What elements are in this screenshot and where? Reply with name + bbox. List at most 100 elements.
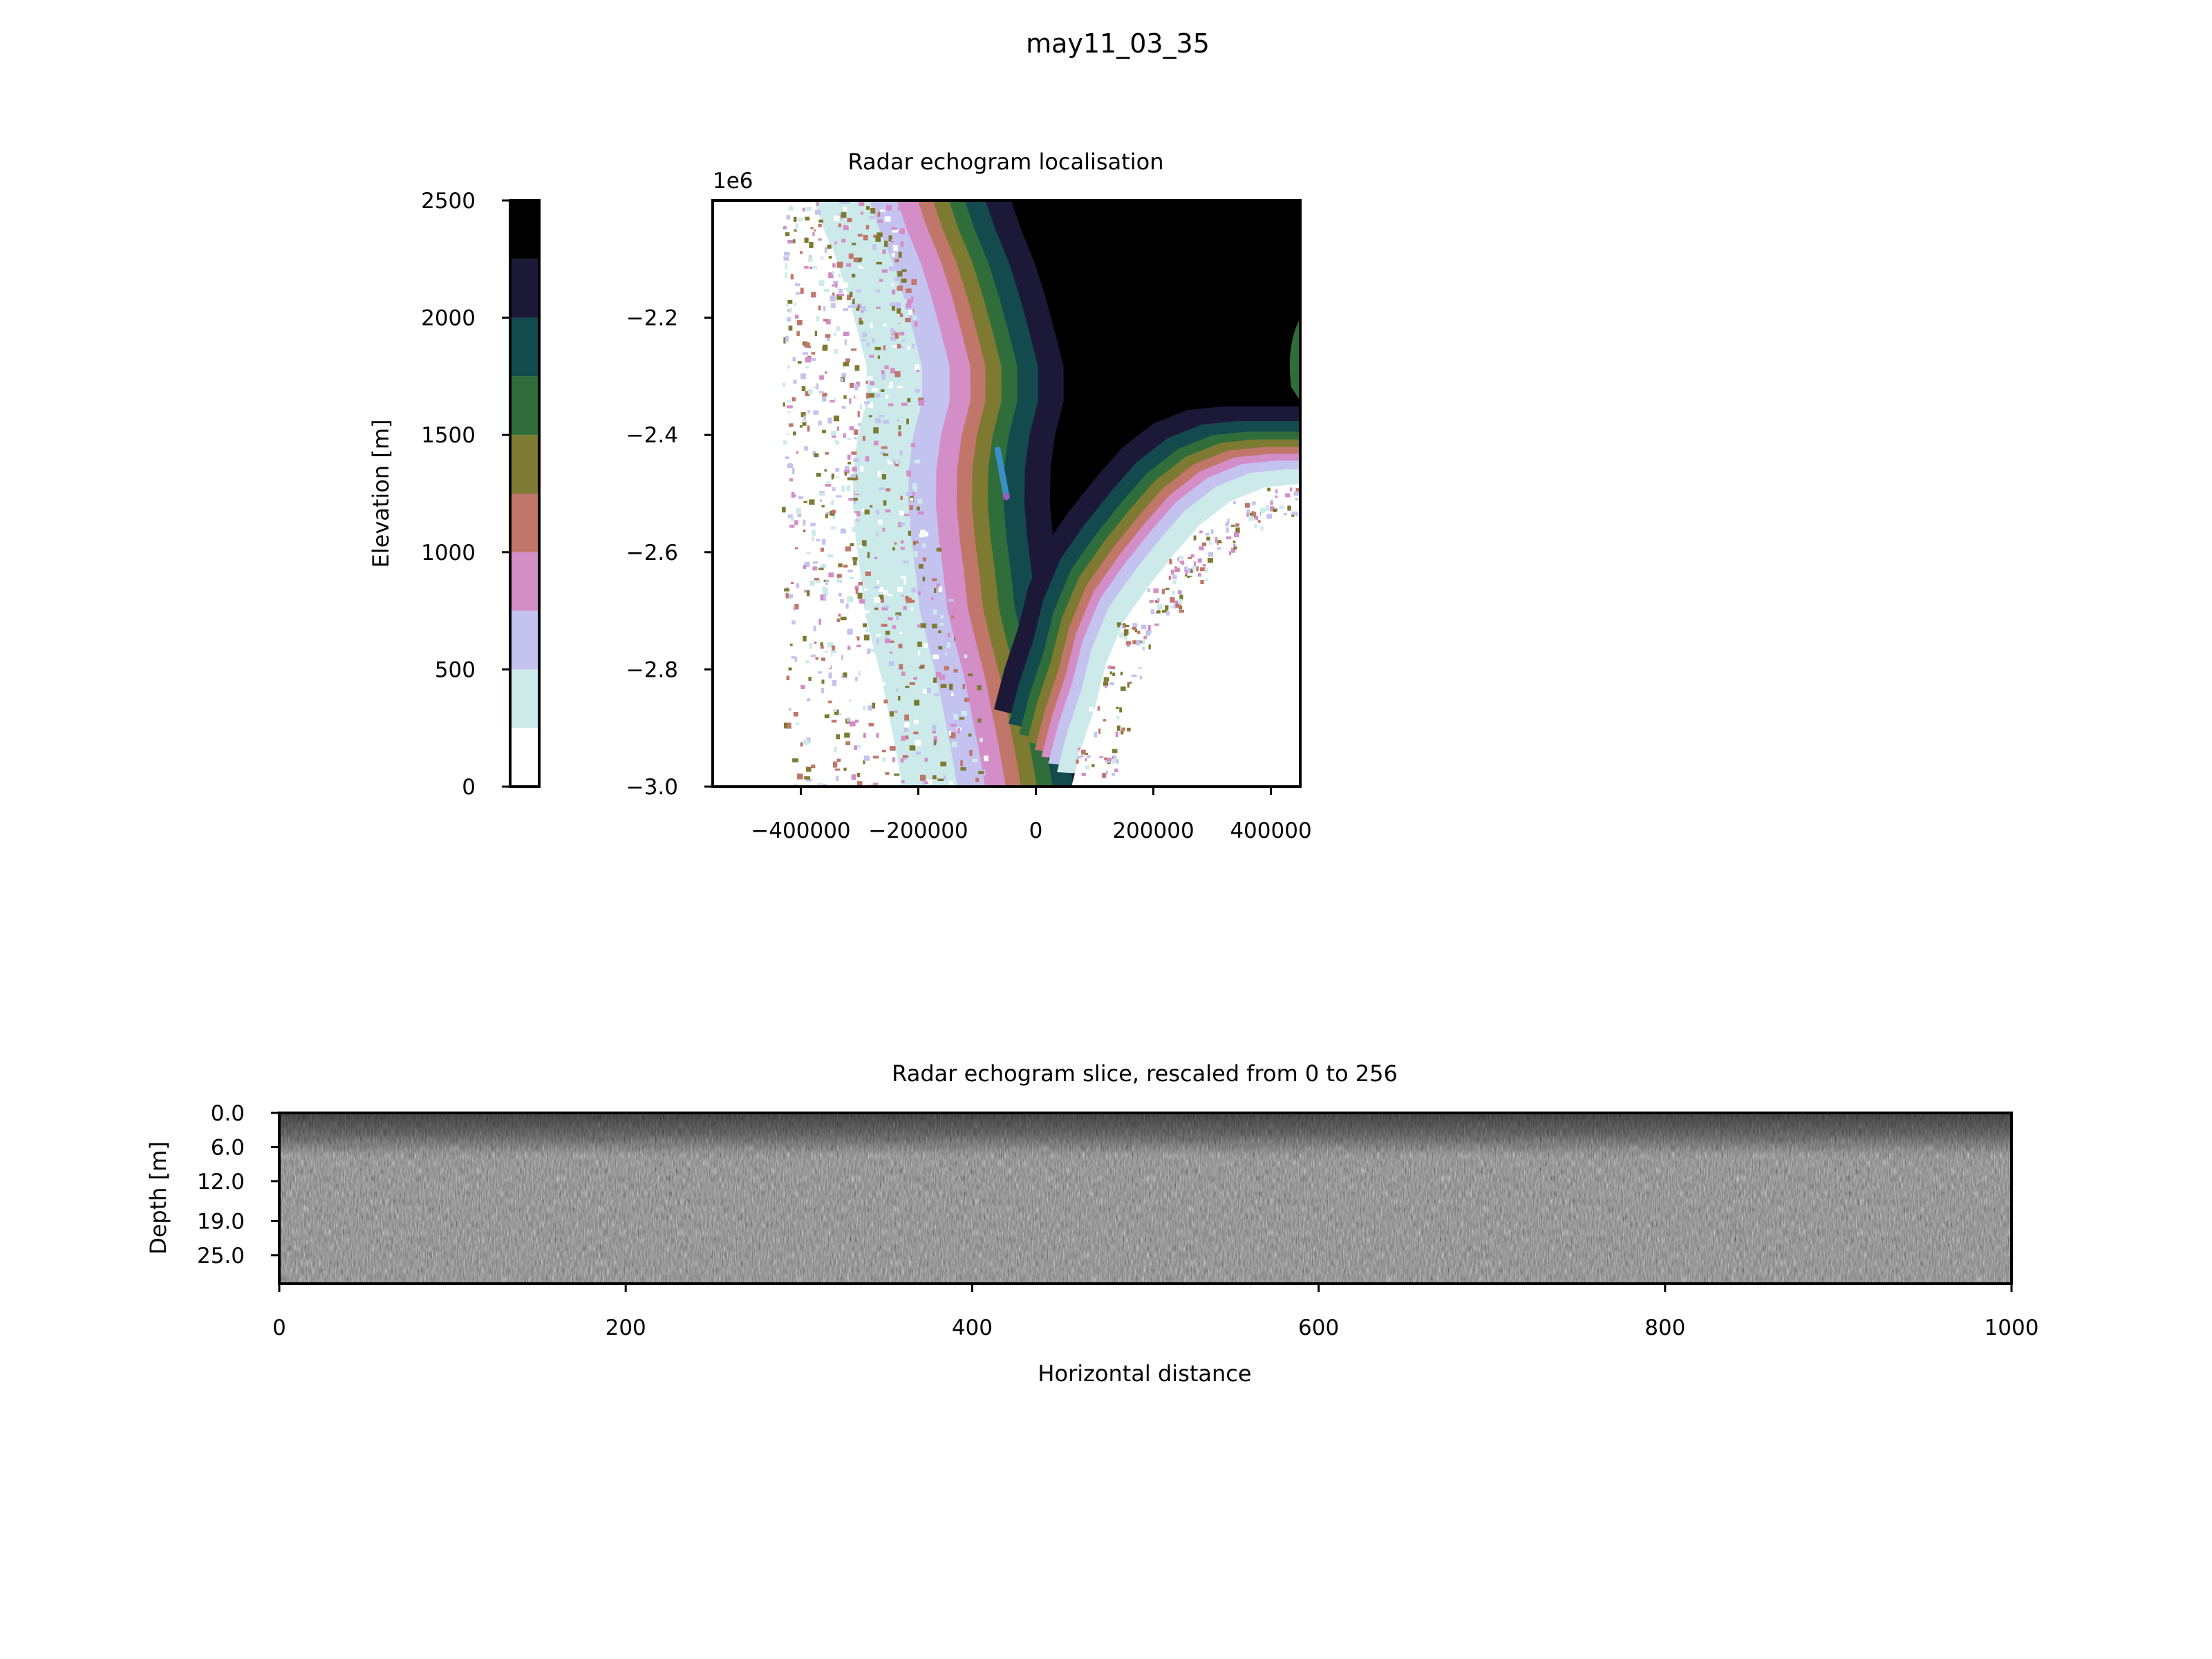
map-terrain-speckle [832, 284, 837, 287]
colorbar-bin-2 [510, 610, 539, 670]
map-terrain-speckle [877, 219, 883, 223]
map-terrain-speckle [859, 225, 865, 230]
map-terrain-speckle [786, 405, 793, 409]
map-terrain-speckle [795, 722, 800, 725]
map-terrain-speckle [847, 717, 850, 722]
map-terrain-speckle [875, 526, 881, 532]
map-terrain-speckle [842, 282, 849, 288]
map-terrain-speckle [787, 514, 793, 518]
map-terrain-speckle [789, 462, 792, 466]
map-terrain-speckle [1248, 515, 1254, 521]
figure-title: may11_03_35 [1026, 28, 1210, 59]
map-terrain-speckle [1091, 797, 1094, 802]
map-terrain-speckle [901, 576, 906, 579]
map-terrain-speckle [905, 735, 909, 740]
map-terrain-speckle [883, 323, 887, 327]
map-terrain-speckle [1127, 682, 1130, 688]
map-terrain-speckle [828, 232, 832, 236]
map-terrain-speckle [793, 494, 796, 497]
map-terrain-speckle [843, 493, 847, 498]
map-terrain-speckle [787, 594, 794, 599]
echogram-frame [278, 1112, 2013, 1285]
map-terrain-speckle [916, 751, 921, 755]
map-terrain-speckle [825, 514, 828, 518]
map-terrain-speckle [789, 525, 795, 528]
map-terrain-speckle [828, 700, 832, 704]
map-terrain-speckle [960, 767, 966, 771]
map-terrain-speckle [1116, 706, 1119, 709]
map-terrain-speckle [854, 365, 860, 371]
map-terrain-speckle [1116, 622, 1121, 626]
map-terrain-speckle [787, 400, 791, 403]
map-terrain-speckle [1173, 603, 1177, 609]
map-terrain-speckle [847, 645, 851, 650]
map-terrain-speckle [890, 336, 897, 341]
map-terrain-speckle [795, 547, 798, 550]
map-terrain-speckle [852, 304, 858, 308]
map-terrain-speckle [1249, 511, 1253, 515]
map-terrain-speckle [867, 552, 870, 559]
map-terrain-speckle [823, 306, 826, 312]
map-terrain-speckle [788, 308, 792, 313]
map-terrain-speckle [879, 594, 884, 600]
map-terrain-speckle [1103, 722, 1107, 725]
map-terrain-speckle [791, 516, 794, 521]
map-terrain-speckle [803, 739, 809, 745]
map-terrain-speckle [804, 342, 810, 348]
map-terrain-speckle [1235, 523, 1239, 527]
map-terrain-speckle [827, 418, 832, 424]
map-terrain-speckle [786, 675, 790, 681]
map-terrain-speckle [846, 485, 851, 491]
map-terrain-speckle [914, 321, 918, 327]
map-terrain-speckle [863, 733, 866, 738]
map-terrain-speckle [821, 679, 825, 684]
map-terrain-speckle [1084, 752, 1088, 756]
map-terrain-speckle [885, 488, 891, 491]
map-terrain-speckle [949, 781, 953, 785]
map-terrain-speckle [874, 440, 879, 446]
map-terrain-speckle [836, 734, 841, 740]
map-terrain-speckle [794, 583, 800, 588]
map-terrain-speckle [845, 741, 851, 745]
map-terrain-speckle [901, 269, 907, 272]
map-terrain-speckle [868, 376, 873, 380]
map-terrain-speckle [906, 299, 912, 304]
map-terrain-speckle [791, 491, 795, 498]
map-terrain-speckle [917, 624, 921, 628]
map-terrain-speckle [805, 706, 809, 713]
map-terrain-speckle [1115, 731, 1118, 738]
map-terrain-speckle [880, 451, 885, 455]
map-terrain-speckle [787, 411, 790, 413]
map-terrain-speckle [832, 487, 836, 491]
map-terrain-speckle [803, 500, 807, 503]
map-terrain-speckle [832, 292, 835, 296]
map-terrain-speckle [1260, 507, 1264, 511]
map-terrain-speckle [892, 460, 896, 465]
map-terrain-speckle [810, 654, 816, 657]
map-terrain-speckle [787, 317, 791, 322]
map-terrain-speckle [885, 772, 890, 775]
map-terrain-speckle [908, 309, 913, 315]
map-terrain-speckle [1105, 760, 1110, 763]
map-terrain-speckle [1078, 795, 1082, 798]
map-terrain-speckle [834, 621, 837, 625]
map-terrain-speckle [960, 760, 963, 767]
map-terrain-speckle [836, 758, 841, 762]
map-terrain-speckle [824, 247, 828, 254]
map-terrain-speckle [932, 740, 935, 747]
map-terrain-speckle [1233, 532, 1239, 538]
map-terrain-speckle [909, 505, 913, 510]
map-terrain-speckle [830, 295, 836, 302]
map-terrain-speckle [826, 763, 830, 770]
map-terrain-speckle [1080, 749, 1086, 755]
map-terrain-speckle [911, 279, 917, 285]
map-terrain-speckle [882, 263, 889, 268]
map-terrain-speckle [938, 586, 942, 592]
map-terrain-speckle [828, 256, 832, 259]
map-terrain-speckle [812, 529, 816, 536]
map-terrain-speckle [881, 269, 888, 273]
map-terrain-speckle [897, 386, 903, 388]
map-terrain-speckle [1229, 530, 1234, 534]
map-terrain-speckle [1087, 799, 1091, 803]
map-terrain-speckle [890, 651, 892, 654]
